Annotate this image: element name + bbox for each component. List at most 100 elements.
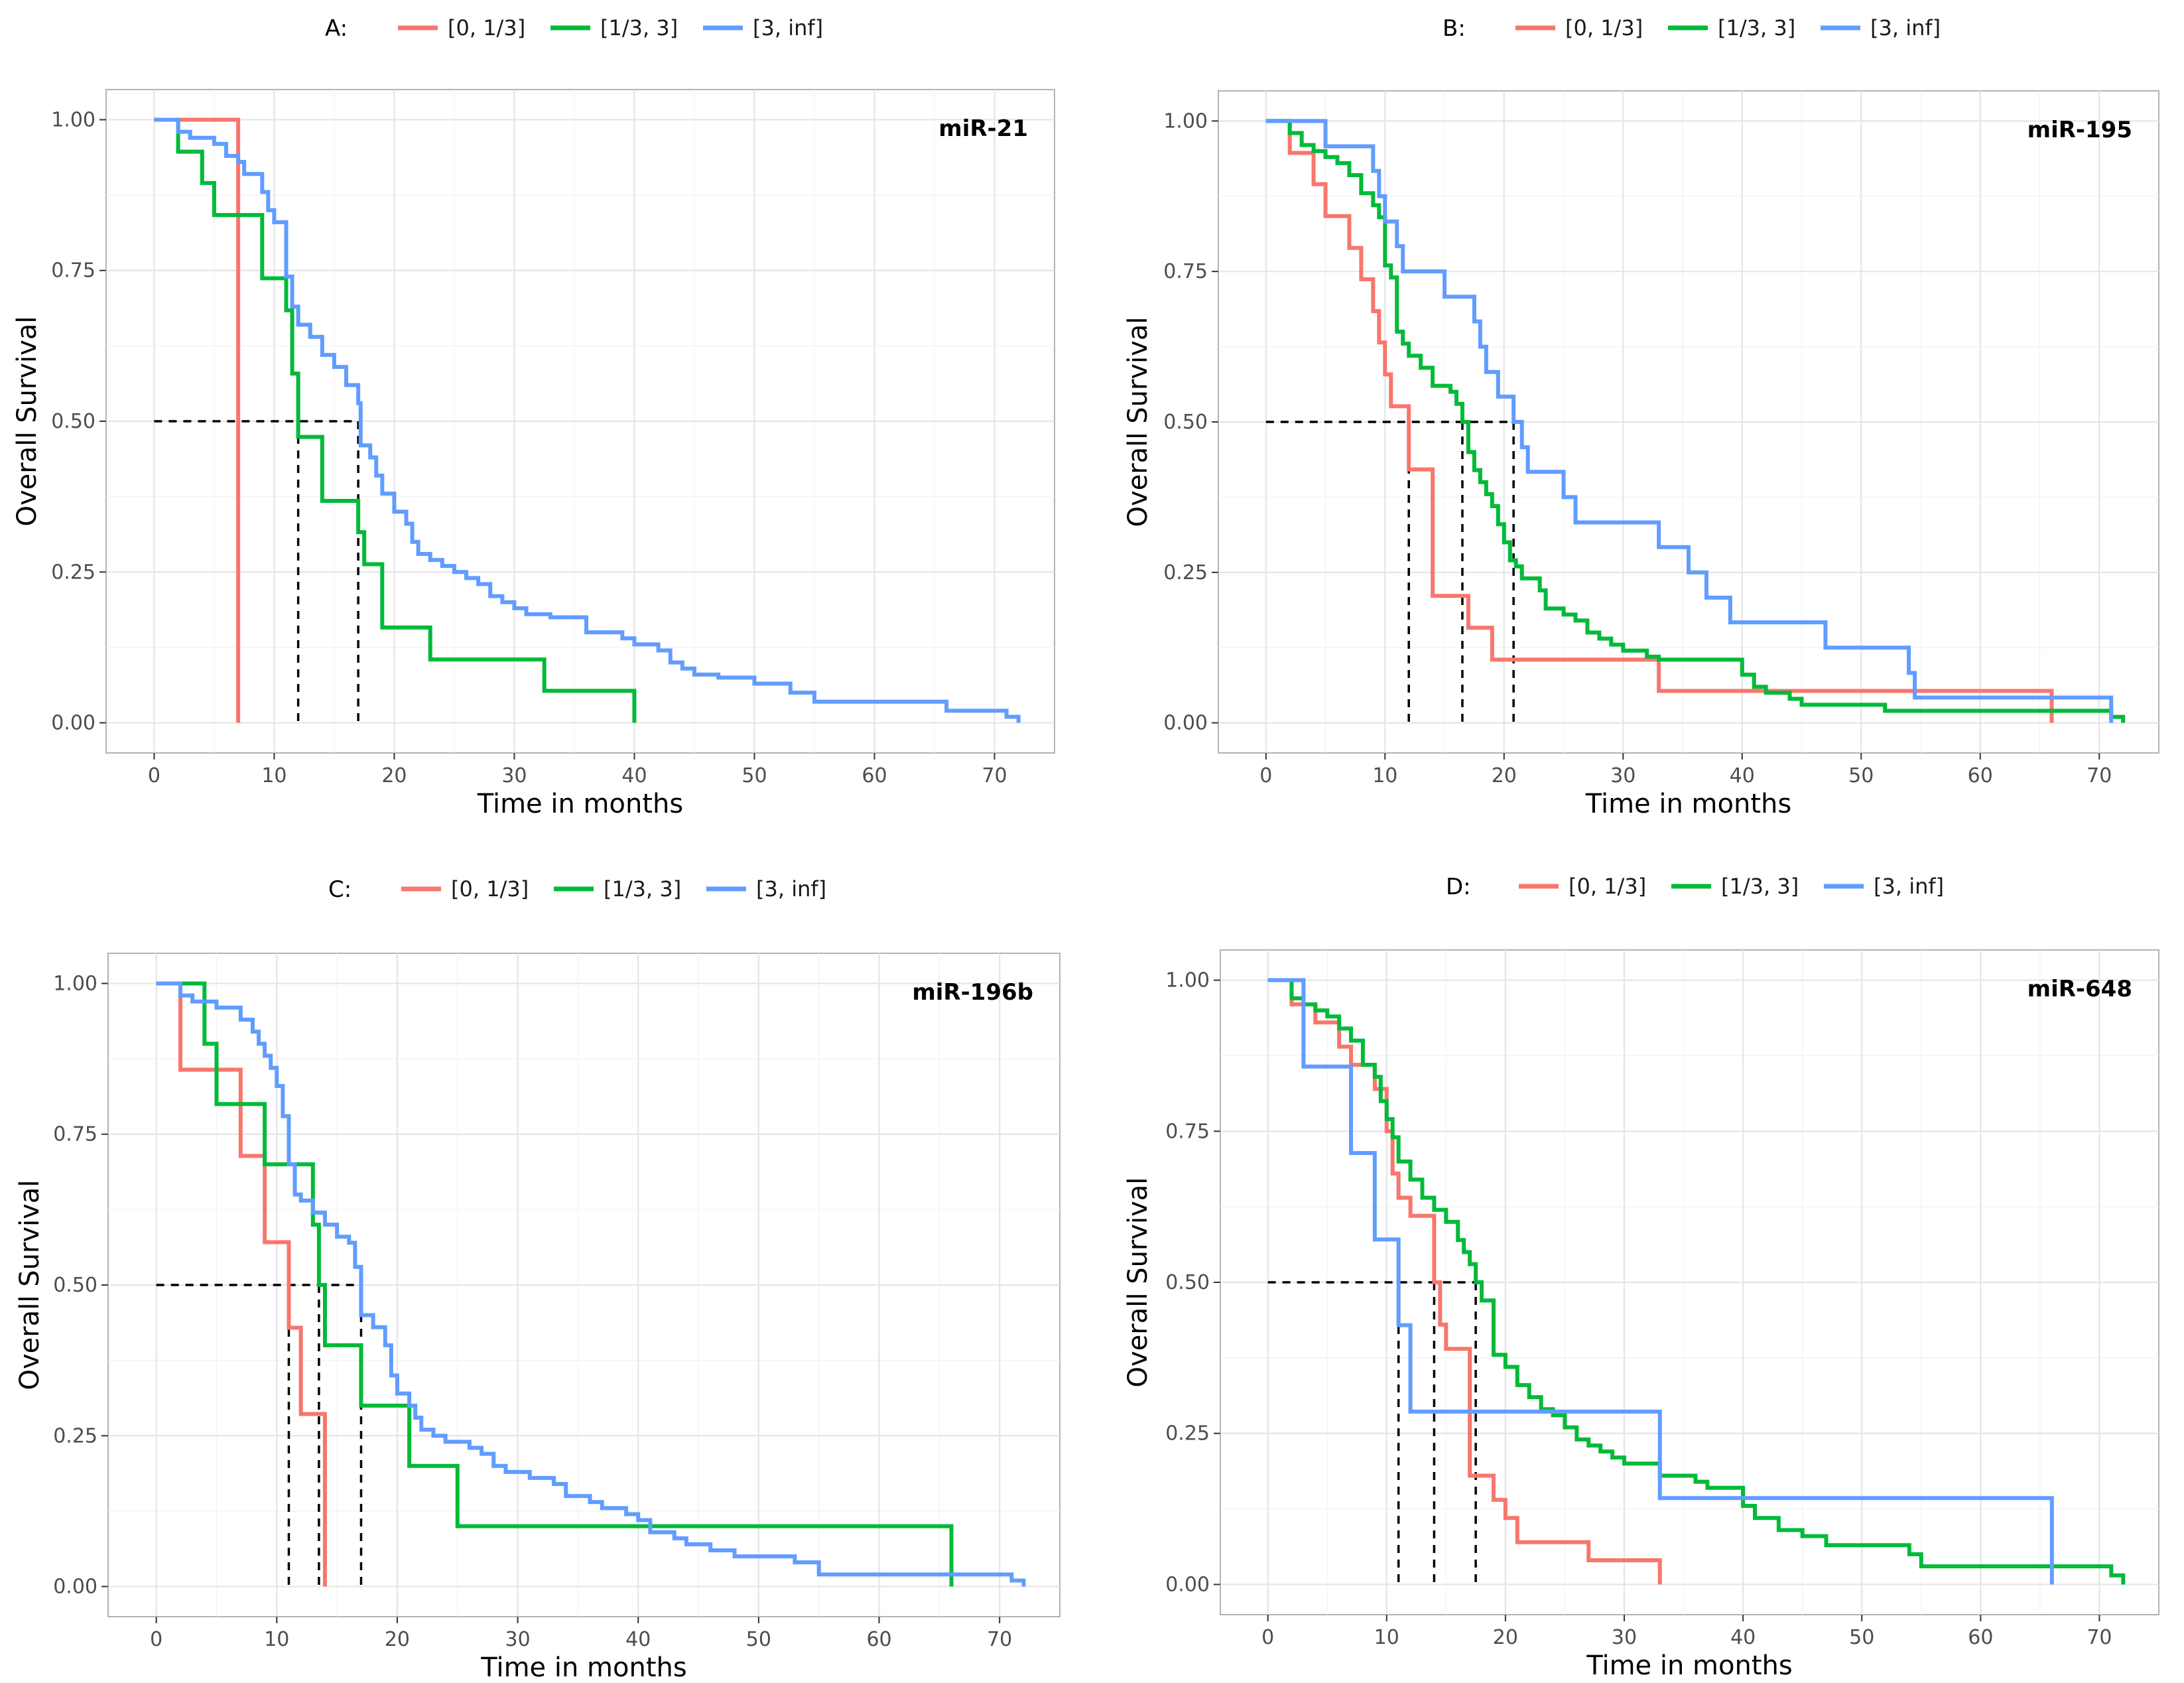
median-lines — [1267, 1281, 1477, 1585]
legend-title: C: — [328, 876, 352, 903]
km-curve-1 — [1265, 119, 2054, 723]
y-tick-label: 0.75 — [53, 1123, 97, 1146]
y-tick-label: 0.75 — [1165, 1120, 1210, 1143]
x-tick-label: 0 — [1259, 764, 1272, 787]
x-tick-label: 60 — [1968, 1626, 1993, 1649]
x-tick-label: 40 — [621, 764, 647, 787]
x-tick-label: 20 — [381, 764, 407, 787]
panel-title: miR-195 — [2027, 117, 2132, 143]
y-tick-label: 0.50 — [53, 1274, 97, 1297]
km-curve-2 — [1265, 119, 2126, 723]
km-curve-1 — [1267, 978, 1662, 1585]
legend-label-1: [0, 1/3] — [1565, 15, 1643, 40]
legend-label-2: [1/3, 3] — [604, 876, 681, 902]
y-tick-label: 0.25 — [1163, 561, 1208, 584]
y-tick-label: 1.00 — [53, 972, 97, 995]
y-tick-label: 0.50 — [1165, 1271, 1210, 1294]
y-tick-label: 0.00 — [53, 1576, 97, 1599]
y-tick-label: 0.00 — [1165, 1573, 1210, 1596]
legend-title: B: — [1443, 15, 1466, 42]
legend-title: D: — [1446, 874, 1471, 900]
x-axis-title: Time in months — [1586, 1650, 1792, 1681]
x-tick-label: 60 — [1968, 764, 1993, 787]
legend-label-2: [1/3, 3] — [600, 15, 678, 40]
y-tick-label: 0.00 — [51, 712, 96, 735]
x-tick-label: 70 — [2087, 1626, 2112, 1649]
y-axis-title: Overall Survival — [15, 1180, 45, 1390]
x-tick-label: 40 — [625, 1628, 651, 1651]
legend-label-1: [0, 1/3] — [448, 15, 525, 40]
km-curve-1 — [154, 117, 241, 723]
y-axis-title: Overall Survival — [1123, 317, 1153, 527]
y-axis-title: Overall Survival — [12, 316, 42, 527]
x-tick-label: 10 — [1372, 764, 1397, 787]
legend: A: [0, 1/3] [1/3, 3] [3, inf] — [325, 15, 823, 42]
median-lines — [156, 1284, 363, 1587]
x-tick-label: 20 — [385, 1628, 410, 1651]
x-axis-title: Time in months — [480, 1652, 686, 1683]
x-tick-label: 10 — [1374, 1626, 1399, 1649]
legend-title: A: — [325, 15, 348, 42]
median-lines — [1265, 421, 1515, 723]
km-curve-3 — [156, 981, 1026, 1587]
panel-title: miR-196b — [912, 979, 1033, 1006]
km-curve-2 — [156, 981, 954, 1587]
x-tick-label: 70 — [987, 1628, 1012, 1651]
km-curve-3 — [154, 117, 1021, 723]
y-tick-label: 1.00 — [1165, 969, 1210, 992]
legend-label-3: [3, inf] — [753, 15, 823, 40]
x-tick-label: 0 — [148, 764, 161, 787]
km-curve-2 — [154, 117, 637, 723]
legend-label-3: [3, inf] — [756, 876, 826, 902]
y-tick-label: 1.00 — [51, 108, 96, 131]
x-tick-label: 20 — [1493, 1626, 1518, 1649]
legend: C: [0, 1/3] [1/3, 3] [3, inf] — [328, 876, 826, 903]
km-curve-3 — [1267, 978, 2054, 1585]
x-tick-label: 40 — [1730, 1626, 1756, 1649]
y-tick-label: 1.00 — [1163, 109, 1208, 133]
y-tick-label: 0.50 — [51, 410, 96, 433]
panel-2: B: [0, 1/3] [1/3, 3] [3, inf] 0 10 20 30 40 50 60 7… — [1123, 15, 2159, 819]
y-tick-label: 0.25 — [1165, 1422, 1210, 1446]
x-tick-label: 50 — [746, 1628, 771, 1651]
panel-title: miR-21 — [938, 115, 1028, 142]
km-curve-3 — [1265, 119, 2114, 723]
x-tick-label: 30 — [1610, 764, 1636, 787]
x-axis-title: Time in months — [477, 789, 683, 819]
y-tick-label: 0.00 — [1163, 712, 1208, 735]
legend-label-1: [0, 1/3] — [451, 876, 529, 902]
x-tick-label: 0 — [1261, 1626, 1274, 1649]
legend-label-2: [1/3, 3] — [1721, 874, 1799, 899]
y-tick-label: 0.25 — [53, 1424, 97, 1447]
x-tick-label: 40 — [1730, 764, 1755, 787]
km-curve-2 — [1267, 978, 2126, 1585]
panel-1: A: [0, 1/3] [1/3, 3] [3, inf] 0 10 20 30 40 50 60 7… — [12, 15, 1055, 819]
y-tick-label: 0.75 — [51, 259, 96, 283]
x-tick-label: 50 — [741, 764, 767, 787]
x-tick-label: 50 — [1849, 1626, 1874, 1649]
panel-3: C: [0, 1/3] [1/3, 3] [3, inf] 0 10 20 30 40 50 60 7… — [15, 876, 1060, 1683]
x-tick-label: 10 — [264, 1628, 289, 1651]
x-tick-label: 60 — [862, 764, 887, 787]
legend: B: [0, 1/3] [1/3, 3] [3, inf] — [1443, 15, 1941, 42]
x-tick-label: 50 — [1848, 764, 1874, 787]
x-tick-label: 70 — [982, 764, 1007, 787]
y-tick-label: 0.50 — [1163, 411, 1208, 434]
legend: D: [0, 1/3] [1/3, 3] [3, inf] — [1446, 874, 1944, 900]
x-tick-label: 60 — [866, 1628, 891, 1651]
y-tick-label: 0.75 — [1163, 260, 1208, 283]
panel-4: D: [0, 1/3] [1/3, 3] [3, inf] 0 10 20 30 40 50 60 7… — [1123, 874, 2159, 1681]
panel-title: miR-648 — [2027, 976, 2132, 1002]
km-curve-1 — [156, 981, 327, 1587]
x-tick-label: 0 — [150, 1628, 162, 1651]
legend-label-1: [0, 1/3] — [1569, 874, 1646, 899]
x-tick-label: 30 — [1612, 1626, 1637, 1649]
y-axis-title: Overall Survival — [1123, 1178, 1153, 1388]
x-tick-label: 30 — [505, 1628, 531, 1651]
y-tick-label: 0.25 — [51, 561, 96, 584]
x-axis-title: Time in months — [1585, 789, 1791, 819]
legend-label-2: [1/3, 3] — [1718, 15, 1795, 40]
legend-label-3: [3, inf] — [1870, 15, 1941, 40]
x-tick-label: 20 — [1492, 764, 1517, 787]
